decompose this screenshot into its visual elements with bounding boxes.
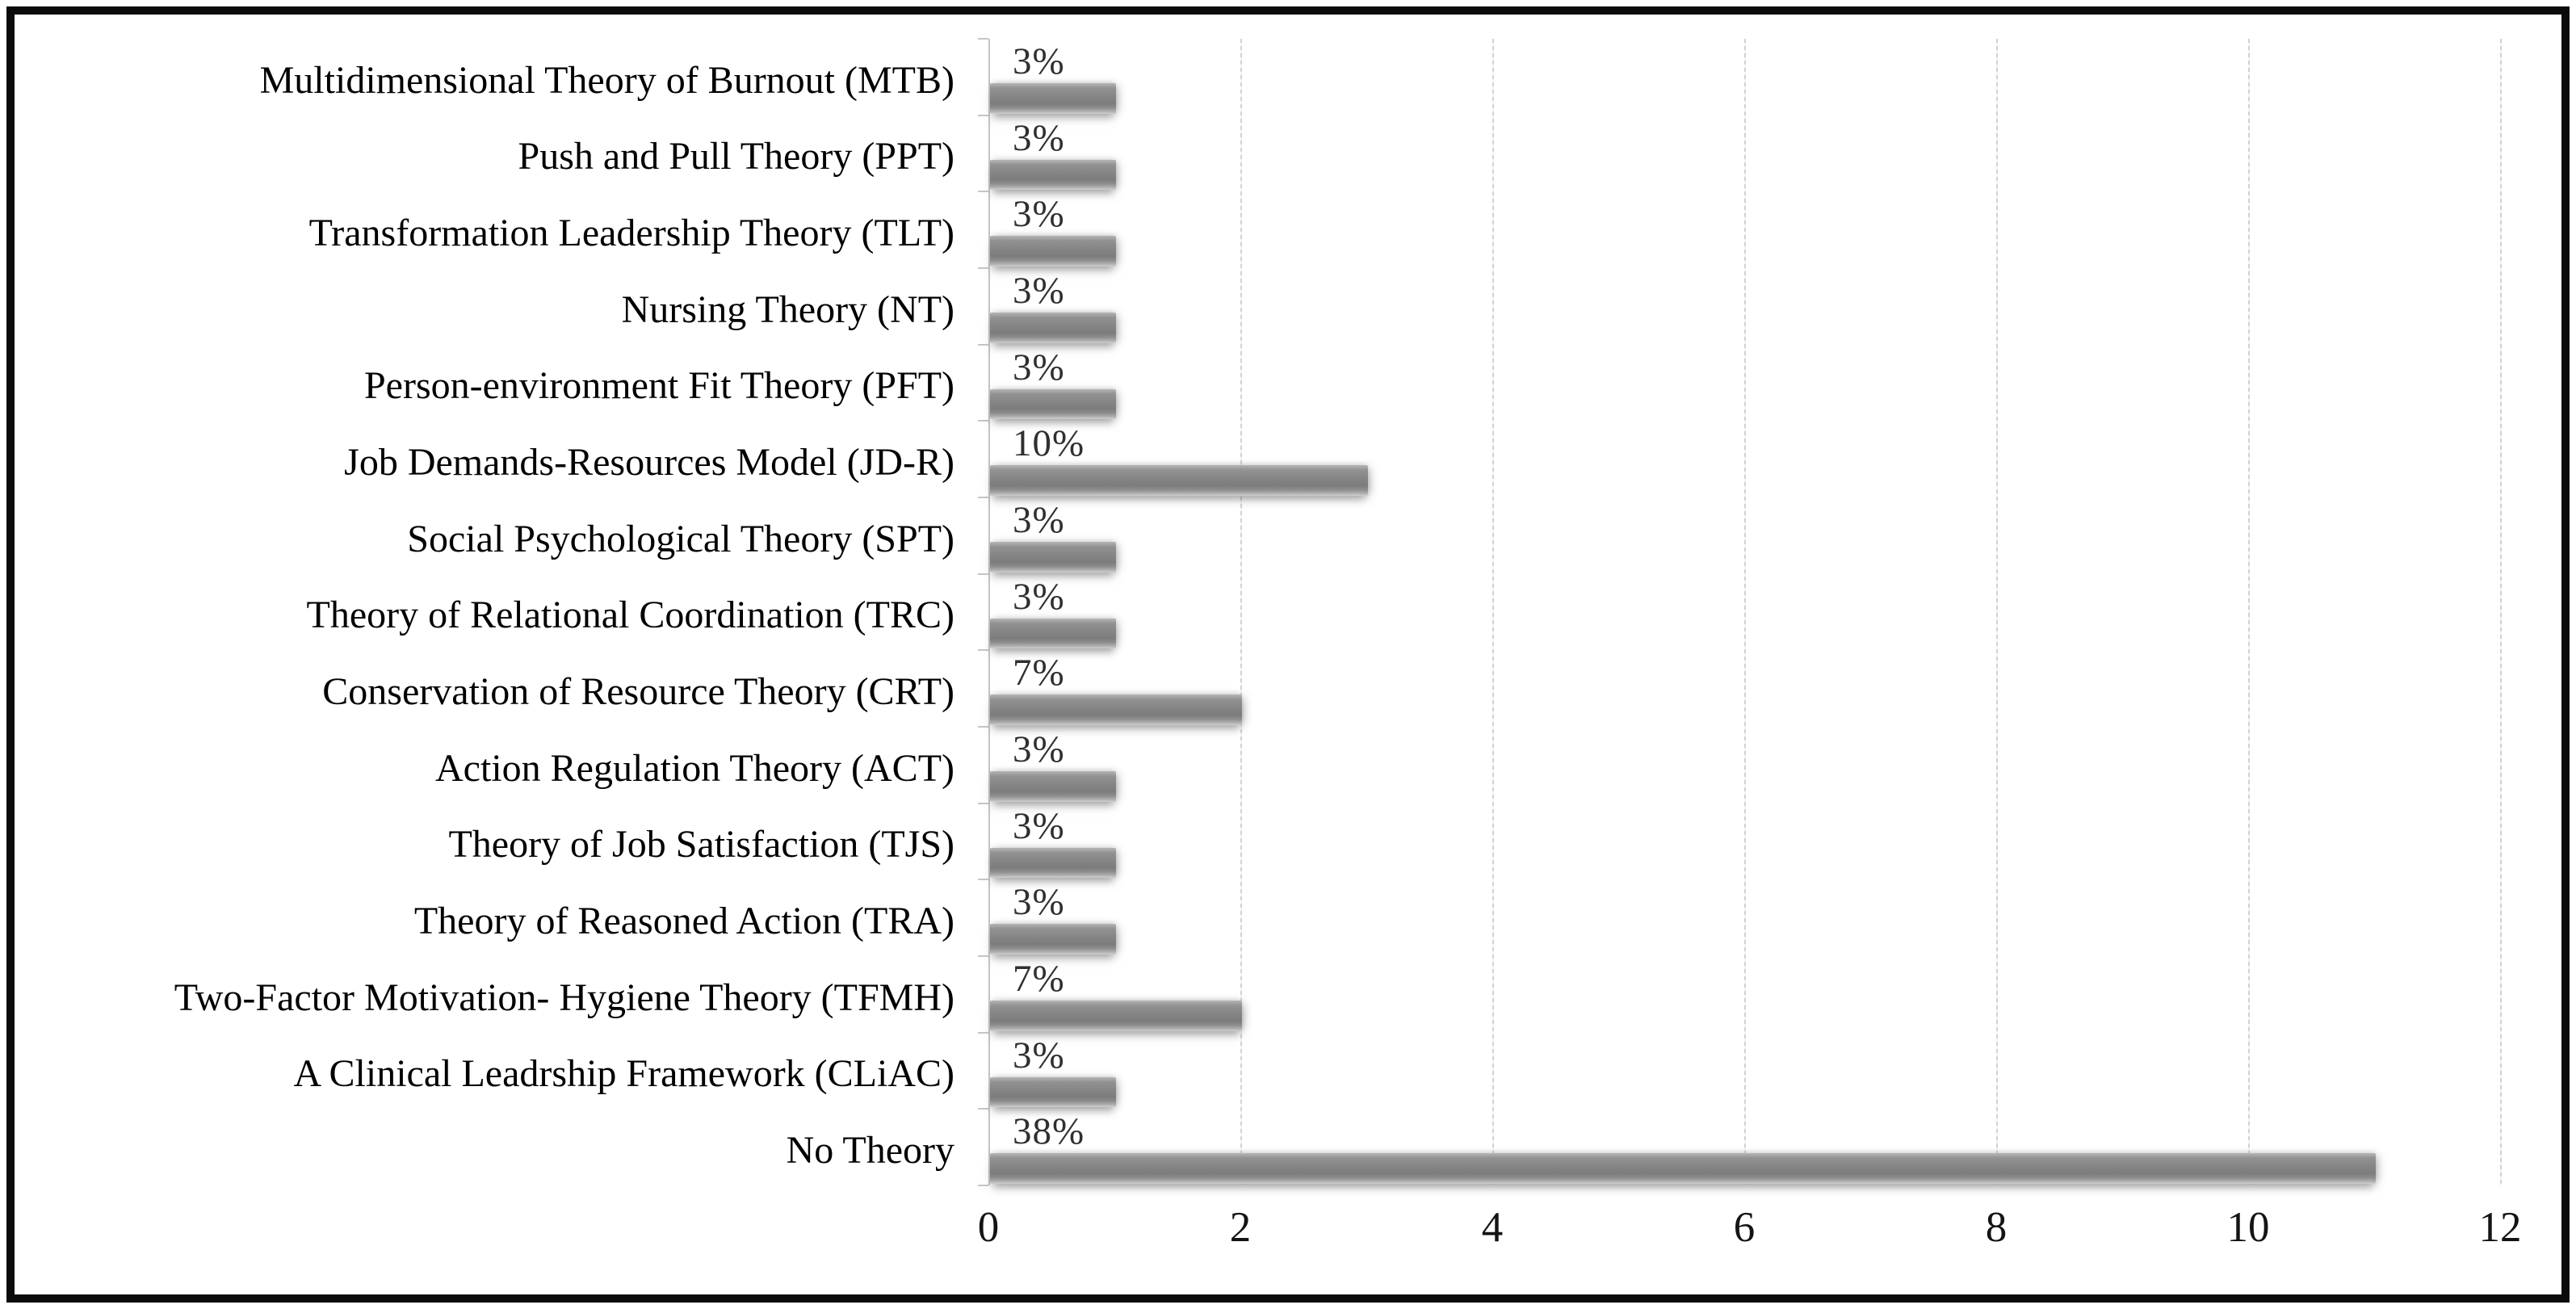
gridline-x-12 <box>2500 39 2502 1185</box>
category-label: Push and Pull Theory (PPT) <box>518 135 954 178</box>
category-axis-tick <box>978 497 988 498</box>
bar-value-label: 3% <box>1013 575 1065 618</box>
gridline-x-2 <box>1240 39 1242 1185</box>
bar-3 <box>990 236 1116 267</box>
bar-6 <box>990 465 1368 497</box>
bar-value-label: 3% <box>1013 193 1065 236</box>
category-label: Social Psychological Theory (SPT) <box>407 517 954 560</box>
category-axis-tick <box>978 879 988 881</box>
bar-value-label: 3% <box>1013 116 1065 159</box>
bar-value-label: 3% <box>1013 346 1065 388</box>
bar-1 <box>990 82 1116 114</box>
category-axis-line <box>988 39 990 1185</box>
bar-10 <box>990 770 1116 802</box>
category-axis-tick <box>978 1031 988 1034</box>
x-tick-label-4: 4 <box>1481 1204 1504 1251</box>
category-label: Two-Factor Motivation- Hygiene Theory (T… <box>174 975 954 1019</box>
gridline-x-6 <box>1744 39 1746 1185</box>
category-axis-tick <box>978 114 988 116</box>
category-label: Action Regulation Theory (ACT) <box>435 746 954 790</box>
category-axis-tick <box>978 955 988 957</box>
category-axis-tick <box>978 649 988 652</box>
bar-9 <box>990 694 1242 726</box>
x-tick-label-2: 2 <box>1229 1204 1252 1251</box>
bar-value-label: 7% <box>1013 957 1065 1000</box>
bar-value-label: 3% <box>1013 40 1065 82</box>
bar-13 <box>990 1000 1242 1031</box>
figure-border <box>6 6 2570 1303</box>
category-axis-tick <box>978 343 988 346</box>
bar-4 <box>990 312 1116 343</box>
category-label: Theory of Reasoned Action (TRA) <box>413 899 954 942</box>
category-label: Transformation Leadership Theory (TLT) <box>308 211 954 254</box>
category-axis-tick <box>978 267 988 269</box>
bar-value-label: 10% <box>1013 422 1085 465</box>
bar-value-label: 38% <box>1013 1110 1085 1153</box>
category-axis-tick <box>978 38 988 40</box>
bar-5 <box>990 388 1116 420</box>
x-tick-label-8: 8 <box>1985 1204 2008 1251</box>
bar-7 <box>990 541 1116 573</box>
bar-value-label: 3% <box>1013 881 1065 924</box>
x-tick-label-0: 0 <box>977 1204 1000 1251</box>
x-tick-label-6: 6 <box>1733 1204 1756 1251</box>
bar-15 <box>990 1153 2376 1185</box>
bar-value-label: 7% <box>1013 652 1065 694</box>
bar-value-label: 3% <box>1013 804 1065 847</box>
x-tick-label-12: 12 <box>2478 1204 2522 1251</box>
category-axis-tick <box>978 191 988 193</box>
bar-2 <box>990 159 1116 191</box>
category-axis-tick <box>978 573 988 575</box>
category-label: A Clinical Leadrship Framework (CLiAC) <box>293 1052 954 1096</box>
category-axis-tick <box>978 420 988 422</box>
category-label: No Theory <box>786 1128 954 1172</box>
category-label: Multidimensional Theory of Burnout (MTB) <box>259 58 954 102</box>
bar-value-label: 3% <box>1013 498 1065 541</box>
bar-value-label: 3% <box>1013 728 1065 770</box>
category-label: Theory of Relational Coordination (TRC) <box>306 594 955 637</box>
bar-value-label: 3% <box>1013 1034 1065 1076</box>
bar-value-label: 3% <box>1013 269 1065 312</box>
category-axis-tick <box>978 726 988 728</box>
category-label: Theory of Job Satisfaction (TJS) <box>448 823 954 866</box>
category-label: Nursing Theory (NT) <box>621 287 954 331</box>
gridline-x-4 <box>1492 39 1494 1185</box>
category-label: Job Demands-Resources Model (JD-R) <box>344 440 954 484</box>
category-axis-tick <box>978 1108 988 1110</box>
bar-14 <box>990 1076 1116 1108</box>
category-label: Person-environment Fit Theory (PFT) <box>363 364 954 408</box>
category-label: Conservation of Resource Theory (CRT) <box>322 669 954 713</box>
category-axis-tick <box>978 802 988 804</box>
bar-8 <box>990 618 1116 649</box>
bar-12 <box>990 924 1116 955</box>
gridline-x-8 <box>1996 39 1998 1185</box>
bar-11 <box>990 847 1116 879</box>
category-axis-tick <box>978 1185 988 1186</box>
x-tick-label-10: 10 <box>2226 1204 2270 1251</box>
gridline-x-10 <box>2248 39 2250 1185</box>
